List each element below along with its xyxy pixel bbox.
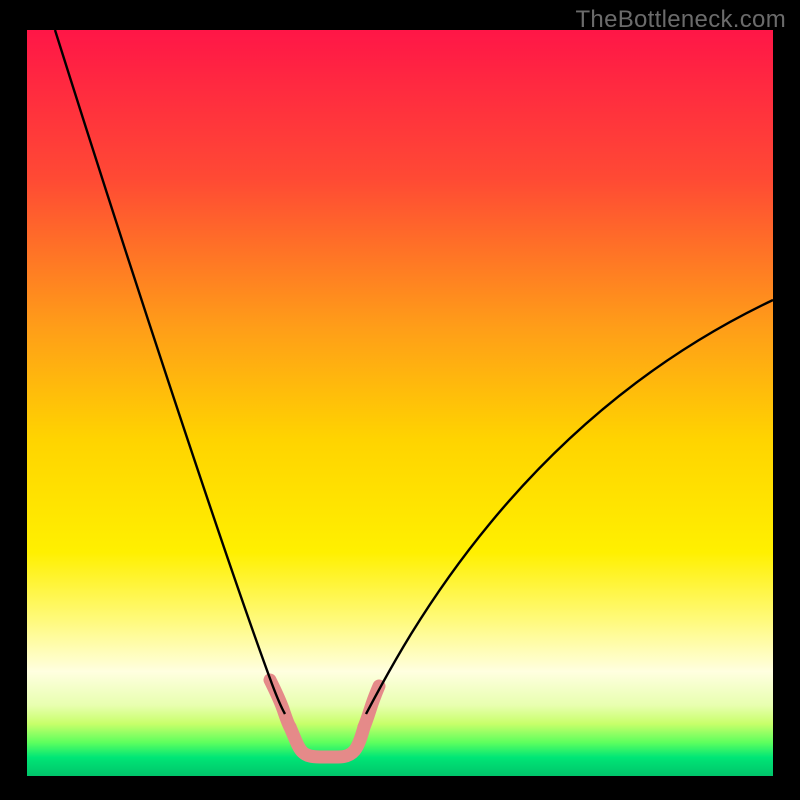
bottleneck-chart — [0, 0, 800, 800]
gradient-plot-area — [27, 30, 773, 776]
watermark-text: TheBottleneck.com — [575, 6, 786, 34]
